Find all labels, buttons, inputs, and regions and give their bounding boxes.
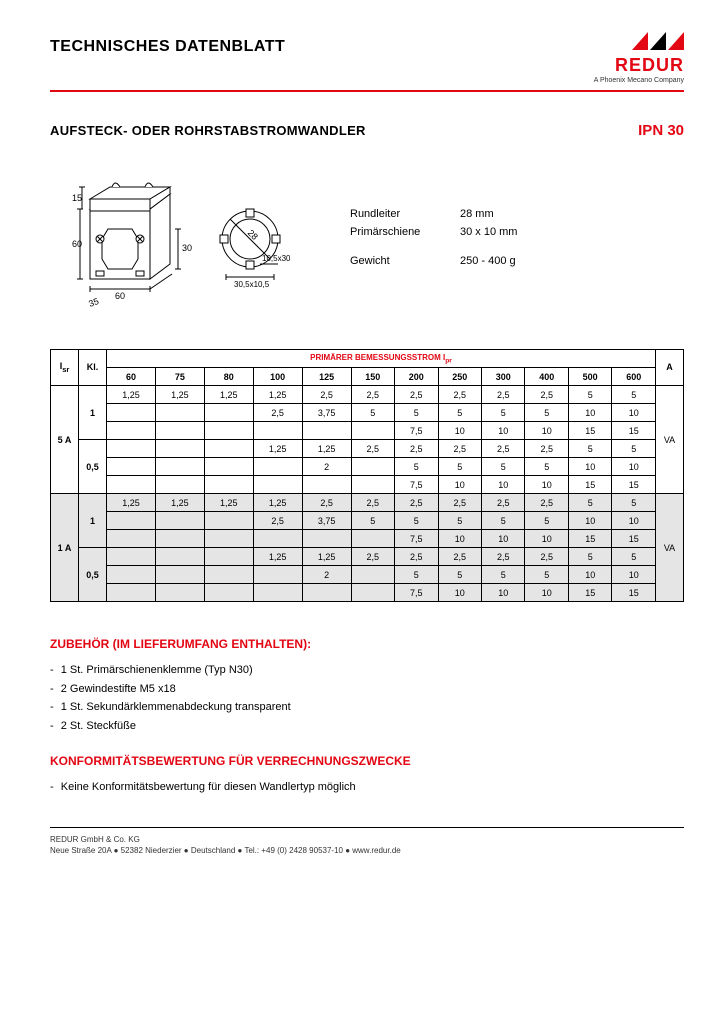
conformity-list: Keine Konformitätsbewertung für diesen W… <box>50 778 684 797</box>
spec-value: 250 - 400 g <box>460 253 516 271</box>
spec-label: Primärschiene <box>350 224 460 242</box>
doc-title: TECHNISCHES DATENBLATT <box>50 38 285 56</box>
spec-label: Rundleiter <box>350 206 460 224</box>
footer-line: REDUR GmbH & Co. KG <box>50 834 684 845</box>
spec-value: 30 x 10 mm <box>460 224 517 242</box>
product-title: AUFSTECK- ODER ROHRSTABSTROMWANDLER <box>50 123 366 138</box>
spec-block: Rundleiter28 mm Primärschiene30 x 10 mm … <box>350 206 517 271</box>
list-item: 1 St. Sekundärklemmenabdeckung transpare… <box>62 698 684 717</box>
spec-label: Gewicht <box>350 253 460 271</box>
accessories-heading: ZUBEHÖR (IM LIEFERUMFANG ENTHALTEN): <box>50 637 684 651</box>
page-header: TECHNISCHES DATENBLATT REDUR A Phoenix M… <box>50 30 684 84</box>
svg-text:35: 35 <box>87 296 100 309</box>
figure-row: 60 15 60 35 30 <box>50 169 684 309</box>
list-item: 2 Gewindestifte M5 x18 <box>62 680 684 699</box>
logo-subtitle: A Phoenix Mecano Company <box>594 77 684 84</box>
svg-text:60: 60 <box>115 291 125 301</box>
svg-text:15: 15 <box>72 193 82 203</box>
footer-line: Neue Straße 20A ● 52382 Niederzier ● Deu… <box>50 845 684 856</box>
section-header: AUFSTECK- ODER ROHRSTABSTROMWANDLER IPN … <box>50 122 684 139</box>
accessories-list: 1 St. Primärschienenklemme (Typ N30)2 Ge… <box>50 661 684 736</box>
svg-text:30,5x10,5: 30,5x10,5 <box>234 280 270 289</box>
page-footer: REDUR GmbH & Co. KG Neue Straße 20A ● 52… <box>50 834 684 856</box>
footer-divider <box>50 827 684 828</box>
conformity-heading: KONFORMITÄTSBEWERTUNG FÜR VERRECHNUNGSZW… <box>50 754 684 768</box>
list-item: Keine Konformitätsbewertung für diesen W… <box>62 778 684 797</box>
list-item: 1 St. Primärschienenklemme (Typ N30) <box>62 661 684 680</box>
data-table: IsrKl.PRIMÄRER BEMESSUNGSSTROM IprA60758… <box>50 349 684 603</box>
svg-text:30: 30 <box>182 243 192 253</box>
spec-value: 28 mm <box>460 206 494 224</box>
svg-text:10,5x30,5: 10,5x30,5 <box>262 254 290 263</box>
logo-text: REDUR <box>594 55 684 76</box>
header-divider <box>50 90 684 92</box>
logo-icon <box>630 30 684 52</box>
svg-text:60: 60 <box>72 239 82 249</box>
list-item: 2 St. Steckfüße <box>62 717 684 736</box>
technical-drawing: 60 15 60 35 30 <box>50 169 290 309</box>
product-code: IPN 30 <box>638 122 684 139</box>
company-logo: REDUR A Phoenix Mecano Company <box>594 30 684 84</box>
